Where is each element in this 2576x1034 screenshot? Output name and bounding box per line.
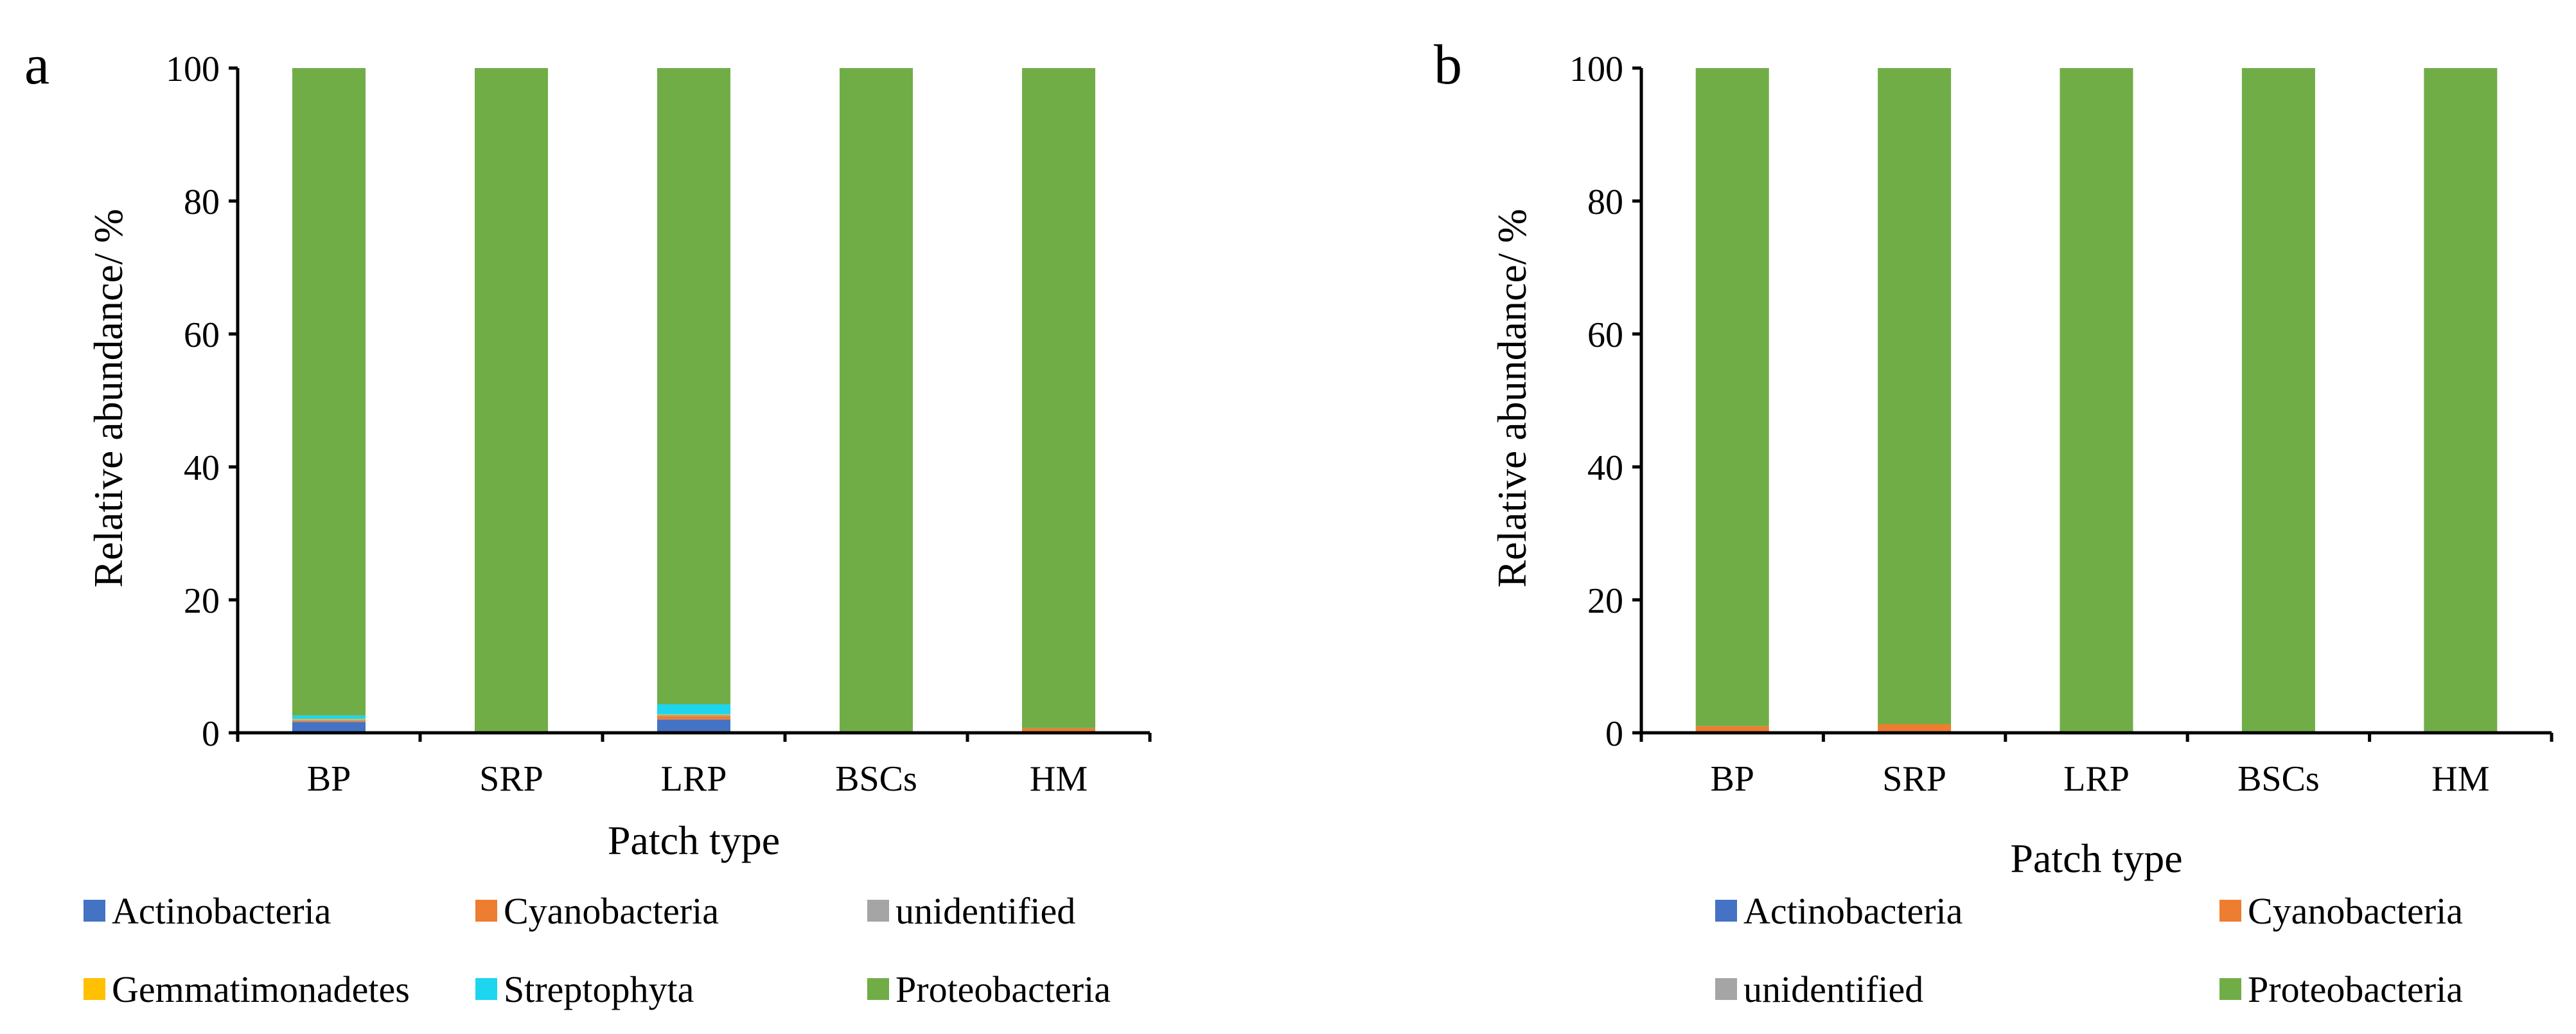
x-tick-label: HM: [2431, 759, 2489, 799]
panel-label: b: [1434, 34, 1462, 96]
legend-swatch: [84, 900, 105, 922]
legend-swatch: [1715, 900, 1737, 922]
panel-label: a: [24, 34, 49, 96]
bar-segment: [657, 716, 730, 720]
x-tick-label: SRP: [479, 759, 543, 799]
y-tick-labels: 0 20 40 60 80 100: [1569, 49, 1623, 754]
x-axis-title: Patch type: [2010, 836, 2182, 881]
legend-label: Cyanobacteria: [2248, 890, 2463, 932]
bar-segment: [2424, 68, 2498, 733]
y-tick-label: 20: [1587, 581, 1623, 621]
bar-segment: [657, 68, 730, 705]
legend-swatch: [867, 978, 889, 1000]
x-tick-label: LRP: [661, 759, 727, 799]
legend-label: Actinobacteria: [112, 890, 331, 932]
legend: Actinobacteria Cyanobacteria unidentifie…: [84, 890, 1111, 1010]
x-tick-label: BP: [1710, 759, 1754, 799]
y-tick-label: 0: [202, 714, 220, 754]
y-tick-labels: 0 20 40 60 80 100: [166, 49, 220, 754]
x-tick-labels: BP SRP LRP BSCs HM: [307, 759, 1088, 799]
axes: [1632, 66, 2554, 742]
y-tick-label: 60: [184, 315, 220, 355]
bar-segment: [1695, 68, 1769, 726]
x-tick-label: BP: [307, 759, 351, 799]
legend-label: unidentified: [895, 890, 1075, 932]
legend: Actinobacteria Cyanobacteria unidentifie…: [1715, 890, 2463, 1010]
y-axis-title: Relative abundance/ %: [85, 209, 131, 588]
x-tick-label: SRP: [1882, 759, 1946, 799]
x-tick-label: BSCs: [835, 759, 917, 799]
bar-segment: [292, 68, 366, 716]
bar-segment: [475, 68, 548, 732]
legend-item: Cyanobacteria: [2219, 890, 2463, 932]
bar-segment: [1022, 728, 1095, 732]
bar-segment: [292, 721, 366, 723]
bars: [1695, 68, 2498, 733]
y-tick-label: 80: [1587, 182, 1623, 222]
bar-segment: [1878, 68, 1952, 724]
legend-item: unidentified: [867, 890, 1075, 932]
legend-item: Gemmatimonadetes: [84, 968, 410, 1010]
bar-segment: [2060, 68, 2133, 733]
legend-swatch: [84, 978, 105, 1000]
x-axis-title: Patch type: [608, 818, 780, 863]
legend-item: Proteobacteria: [867, 968, 1111, 1010]
legend-label: Streptophyta: [504, 968, 694, 1010]
legend-item: Cyanobacteria: [475, 890, 719, 932]
y-tick-label: 100: [1569, 49, 1623, 89]
legend-swatch: [1715, 978, 1737, 1000]
legend-item: Actinobacteria: [84, 890, 331, 932]
y-tick-label: 80: [184, 182, 220, 222]
bar-segment: [1695, 726, 1769, 733]
legend-label: Actinobacteria: [1743, 890, 1963, 932]
legend-swatch: [2219, 900, 2241, 922]
legend-swatch: [2219, 978, 2241, 1000]
axes: [229, 66, 1152, 742]
bar-segment: [1878, 724, 1952, 733]
legend-label: unidentified: [1743, 968, 1923, 1010]
bar-segment: [292, 722, 366, 733]
legend-label: Cyanobacteria: [504, 890, 719, 932]
bar-segment: [657, 714, 730, 715]
bar-segment: [657, 704, 730, 714]
x-tick-label: HM: [1030, 759, 1088, 799]
bar-segment: [840, 68, 913, 732]
legend-item: Actinobacteria: [1715, 890, 1963, 932]
legend-swatch: [867, 900, 889, 922]
bar-segment: [2241, 68, 2315, 733]
y-tick-label: 0: [1605, 714, 1623, 754]
panel-a: a Relative abundance/ % 0 20 40 60 80 10…: [24, 34, 1152, 1010]
legend-swatch: [475, 978, 497, 1000]
y-tick-label: 100: [166, 49, 220, 89]
y-tick-label: 40: [1587, 448, 1623, 488]
legend-label: Proteobacteria: [895, 968, 1111, 1010]
legend-item: Proteobacteria: [2219, 968, 2463, 1010]
x-tick-labels: BP SRP LRP BSCs HM: [1710, 759, 2489, 799]
x-tick-label: BSCs: [2237, 759, 2320, 799]
bar-segment: [657, 719, 730, 733]
legend-swatch: [475, 900, 497, 922]
bar-segment: [657, 715, 730, 717]
legend-item: Streptophyta: [475, 968, 694, 1010]
legend-item: unidentified: [1715, 968, 1923, 1010]
legend-label: Gemmatimonadetes: [112, 968, 410, 1010]
bar-segment: [292, 719, 366, 721]
bar-segment: [292, 715, 366, 719]
y-axis-title: Relative abundance/ %: [1489, 209, 1535, 588]
panel-b: b Relative abundance/ % 0 20 40 60 80 10…: [1434, 34, 2554, 1010]
bars: [292, 68, 1095, 733]
legend-label: Proteobacteria: [2248, 968, 2463, 1010]
y-tick-label: 60: [1587, 315, 1623, 355]
bar-segment: [1022, 68, 1095, 728]
x-tick-label: LRP: [2063, 759, 2130, 799]
y-tick-label: 20: [184, 581, 220, 621]
y-tick-label: 40: [184, 448, 220, 488]
